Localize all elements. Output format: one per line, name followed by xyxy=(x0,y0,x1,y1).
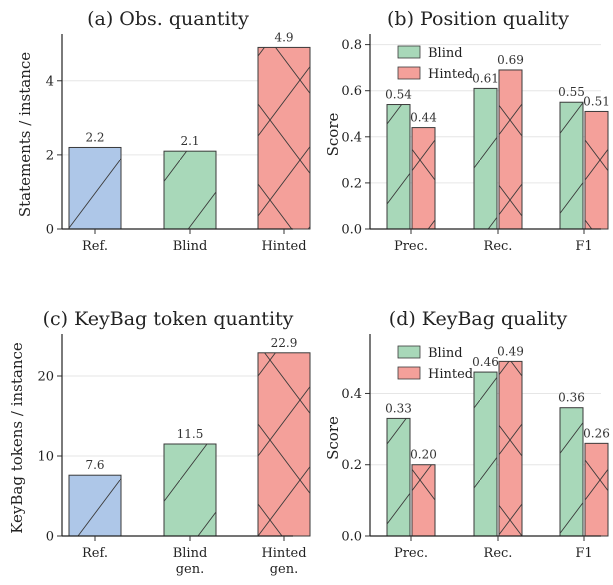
panel-title: (d) KeyBag quality xyxy=(389,308,568,330)
panel-3: (c) KeyBag token quantity 0 10 20 KeyBag tok… xyxy=(8,308,311,577)
bar-ref xyxy=(68,474,122,537)
x-tick-label: F1 xyxy=(575,546,592,561)
y-tick-label: 4 xyxy=(46,74,54,89)
y-tick-label: 0.4 xyxy=(341,130,362,145)
legend-label-hinted: Hinted xyxy=(428,67,473,82)
y-tick-label: 0.8 xyxy=(341,38,362,53)
y-axis-label: KeyBag tokens / instance xyxy=(8,342,26,534)
x-tick-label: Hinted gen. xyxy=(261,546,306,577)
legend-label-blind: Blind xyxy=(428,346,463,361)
y-tick-label: 20 xyxy=(37,370,54,385)
x-tick-label: Blind gen. xyxy=(173,546,208,577)
data-label: 0.44 xyxy=(410,111,437,125)
bar-blindgen xyxy=(163,443,217,537)
data-label: 0.69 xyxy=(497,53,524,67)
data-label: 7.6 xyxy=(85,458,104,472)
data-label: 11.5 xyxy=(177,427,204,441)
x-tick-label: Hinted xyxy=(261,239,306,254)
data-label: 2.2 xyxy=(85,130,104,144)
x-tick-label-line: Hinted xyxy=(261,546,306,561)
bar-hinted-prec xyxy=(411,464,436,537)
x-tick-label-line: gen. xyxy=(176,562,205,577)
legend-label-hinted: Hinted xyxy=(428,367,473,382)
legend-swatch-blind xyxy=(397,45,421,59)
data-label: 0.51 xyxy=(583,94,610,108)
legend-swatch-hinted xyxy=(397,66,421,80)
bar-blind-f1 xyxy=(559,407,584,537)
x-tick-label: F1 xyxy=(575,239,592,254)
x-tick-label: Ref. xyxy=(82,546,108,561)
x-tick-label: Rec. xyxy=(484,239,513,254)
y-tick-label: 10 xyxy=(37,450,54,465)
bar-blind-prec xyxy=(386,417,411,537)
legend-swatch-blind xyxy=(397,345,421,359)
x-tick-label: Rec. xyxy=(484,546,513,561)
bar-blind-f1 xyxy=(559,101,584,230)
panel-1: (a) Obs. quantity 0 2 4 Statements / instanc… xyxy=(16,8,311,254)
data-label: 0.46 xyxy=(472,355,499,369)
bar-ref xyxy=(68,146,122,230)
x-tick-label: Ref. xyxy=(82,239,108,254)
y-tick-label: 0.4 xyxy=(341,387,362,402)
y-tick-label: 0.2 xyxy=(341,458,362,473)
data-label: 2.1 xyxy=(180,134,199,148)
y-tick-label: 0.0 xyxy=(341,530,362,545)
bar-hinted-rec xyxy=(498,360,523,537)
y-tick-label: 2 xyxy=(46,148,54,163)
data-label: 0.20 xyxy=(410,448,437,462)
y-tick-label: 0.0 xyxy=(341,223,362,238)
panel-title: (c) KeyBag token quantity xyxy=(43,308,294,330)
data-label: 22.9 xyxy=(271,336,298,350)
panel-title: (a) Obs. quantity xyxy=(87,8,249,30)
data-label: 0.49 xyxy=(497,344,524,358)
x-tick-label-line: Blind xyxy=(173,239,208,254)
y-tick-label: 0.2 xyxy=(341,176,362,191)
x-tick-label-line: Blind xyxy=(173,546,208,561)
bar-hintedgen xyxy=(257,352,311,537)
bar-hinted-f1 xyxy=(584,110,609,230)
y-axis-label: Score xyxy=(324,113,342,157)
y-tick-label: 0 xyxy=(46,223,54,238)
x-tick-label-line: Rec. xyxy=(484,546,513,561)
data-label: 4.9 xyxy=(274,30,293,44)
bar-blind-rec xyxy=(473,371,498,537)
y-tick-label: 0.6 xyxy=(341,84,362,99)
legend-label-blind: Blind xyxy=(428,46,463,61)
x-tick-label: Prec. xyxy=(394,239,428,254)
panel-2: (b) Position quality 0.0 0.2 0.4 0.6 0.8 Score… xyxy=(324,8,610,254)
legend-swatch-hinted xyxy=(397,366,421,380)
x-tick-label-line: F1 xyxy=(575,239,592,254)
x-tick-label-line: Prec. xyxy=(394,546,428,561)
data-label: 0.54 xyxy=(385,88,412,102)
y-axis-label: Statements / instance xyxy=(16,52,34,217)
data-label: 0.26 xyxy=(583,426,610,440)
y-tick-label: 0 xyxy=(46,530,54,545)
x-tick-label-line: Prec. xyxy=(394,239,428,254)
x-tick-label-line: Ref. xyxy=(82,546,108,561)
x-tick-label-line: Hinted xyxy=(261,239,306,254)
bar-blind-prec xyxy=(386,104,411,230)
bar-blind-rec xyxy=(473,87,498,230)
x-tick-label-line: gen. xyxy=(270,562,299,577)
bar-blind xyxy=(163,150,217,230)
data-label: 0.33 xyxy=(385,401,412,415)
x-tick-label-line: Rec. xyxy=(484,239,513,254)
x-tick-label: Blind xyxy=(173,239,208,254)
bar-hinted-rec xyxy=(498,69,523,230)
y-axis-label: Score xyxy=(324,416,342,460)
data-label: 0.61 xyxy=(472,71,499,85)
panel-4: (d) KeyBag quality 0.0 0.2 0.4 Score 0.33 0.20… xyxy=(324,308,610,561)
x-tick-label-line: F1 xyxy=(575,546,592,561)
x-tick-label: Prec. xyxy=(394,546,428,561)
data-label: 0.36 xyxy=(558,391,585,405)
panel-title: (b) Position quality xyxy=(387,8,569,30)
bar-hinted-prec xyxy=(411,127,436,230)
bar-hinted xyxy=(257,46,311,230)
data-label: 0.55 xyxy=(558,85,585,99)
bar-hinted-f1 xyxy=(584,442,609,537)
x-tick-label-line: Ref. xyxy=(82,239,108,254)
